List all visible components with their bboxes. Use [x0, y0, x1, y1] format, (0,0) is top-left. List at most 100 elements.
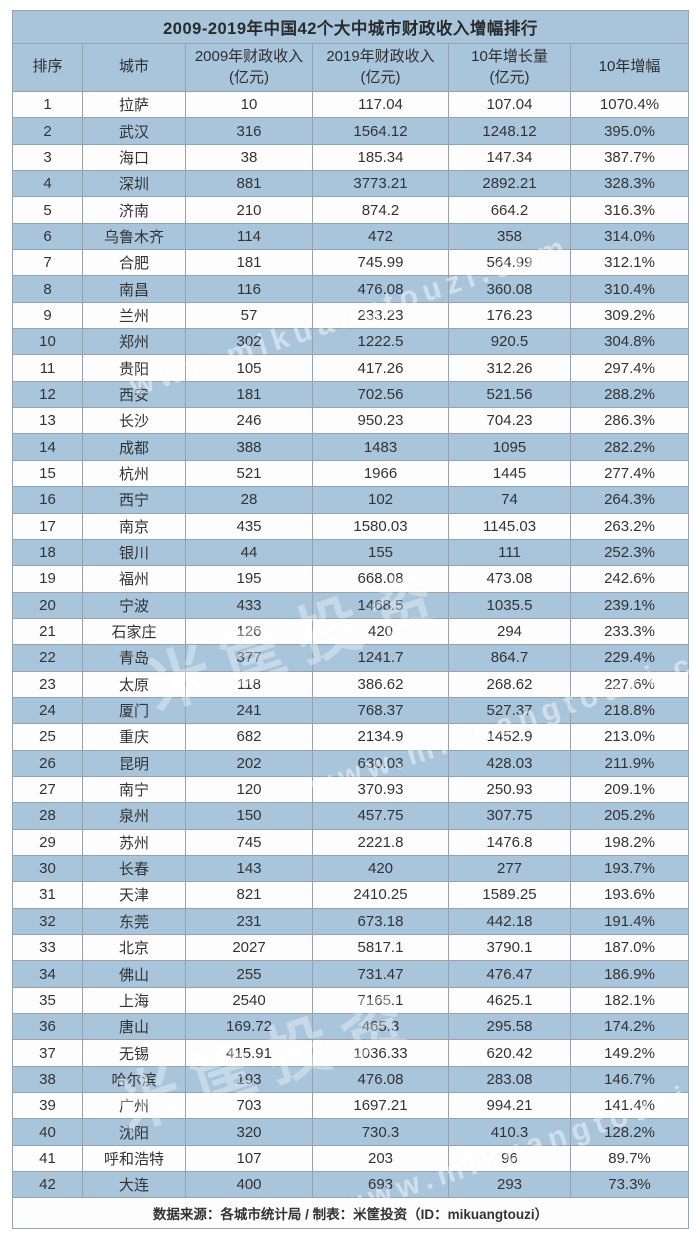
- table-row: 5 济南 210 874.2 664.2 316.3%: [12, 196, 690, 224]
- table-row: 36 唐山 169.72 465.3 295.58 174.2%: [12, 1013, 690, 1041]
- page-title: 2009-2019年中国42个大中城市财政收入增幅排行: [11, 10, 690, 44]
- cell-growth-amount: 1035.5: [448, 591, 571, 619]
- cell-rev-2009: 126: [185, 617, 313, 646]
- cell-growth-rate: 205.2%: [569, 802, 690, 830]
- table-row: 7 合肥 181 745.99 564.99 312.1%: [12, 249, 690, 277]
- table-body: 1 拉萨 10 117.04 107.04 1070.4% 2 武汉 316 1564.12 124…: [12, 90, 690, 1199]
- cell-growth-rate: 297.4%: [569, 354, 690, 382]
- cell-rev-2009: 682: [185, 723, 313, 751]
- cell-growth-rate: 1070.4%: [569, 90, 690, 119]
- cell-rev-2009: 193: [185, 1065, 313, 1094]
- cell-rank: 2: [12, 117, 83, 145]
- cell-city: 合肥: [82, 249, 186, 277]
- table-row: 34 佛山 255 731.47 476.47 186.9%: [12, 960, 690, 988]
- cell-growth-amount: 2892.21: [448, 170, 571, 198]
- cell-rank: 28: [12, 802, 83, 830]
- cell-growth-rate: 277.4%: [569, 459, 690, 488]
- cell-city: 厦门: [82, 696, 186, 725]
- cell-rev-2019: 233.23: [312, 301, 449, 330]
- cell-city: 石家庄: [82, 617, 186, 646]
- table-title-row: 2009-2019年中国42个大中城市财政收入增幅排行: [11, 10, 690, 44]
- cell-growth-amount: 147.34: [448, 143, 571, 172]
- cell-rev-2009: 210: [185, 196, 313, 224]
- cell-rev-2009: 10: [185, 90, 313, 119]
- cell-growth-rate: 387.7%: [569, 143, 690, 172]
- cell-rev-2019: 476.08: [312, 1065, 449, 1094]
- cell-growth-rate: 252.3%: [569, 538, 690, 567]
- table-row: 21 石家庄 126 420 294 233.3%: [12, 617, 690, 646]
- cell-rank: 11: [12, 354, 83, 382]
- cell-growth-amount: 620.42: [448, 1039, 571, 1067]
- cell-growth-rate: 141.4%: [569, 1092, 690, 1120]
- cell-rank: 5: [12, 196, 83, 224]
- cell-rank: 32: [12, 907, 83, 936]
- cell-city: 西宁: [82, 486, 186, 514]
- cell-growth-rate: 314.0%: [569, 222, 690, 251]
- cell-rev-2019: 950.23: [312, 407, 449, 435]
- cell-growth-amount: 410.3: [448, 1118, 571, 1146]
- table-row: 38 哈尔滨 193 476.08 283.08 146.7%: [12, 1065, 690, 1094]
- cell-city: 贵阳: [82, 354, 186, 382]
- cell-growth-rate: 286.3%: [569, 407, 690, 435]
- cell-city: 兰州: [82, 301, 186, 330]
- cell-city: 上海: [82, 986, 186, 1015]
- cell-rev-2019: 1483: [312, 433, 449, 461]
- cell-rank: 16: [12, 486, 83, 514]
- cell-growth-rate: 174.2%: [569, 1013, 690, 1041]
- cell-rev-2009: 745: [185, 828, 313, 856]
- cell-growth-rate: 193.6%: [569, 881, 690, 909]
- table-row: 37 无锡 415.91 1036.33 620.42 149.2%: [12, 1039, 690, 1067]
- cell-rev-2009: 181: [185, 380, 313, 409]
- column-header-rev-2019: 2019年财政收入 (亿元): [312, 43, 449, 92]
- cell-rank: 1: [12, 90, 83, 119]
- cell-rev-2009: 377: [185, 644, 313, 672]
- cell-growth-amount: 3790.1: [448, 933, 571, 962]
- cell-rev-2019: 155: [312, 538, 449, 567]
- cell-growth-rate: 73.3%: [569, 1171, 690, 1199]
- cell-rev-2019: 5817.1: [312, 933, 449, 962]
- cell-growth-amount: 1452.9: [448, 723, 571, 751]
- cell-rank: 18: [12, 538, 83, 567]
- cell-rank: 17: [12, 512, 83, 540]
- cell-rank: 14: [12, 433, 83, 461]
- cell-rev-2019: 693: [312, 1171, 449, 1199]
- cell-rev-2009: 38: [185, 143, 313, 172]
- cell-city: 哈尔滨: [82, 1065, 186, 1094]
- cell-rank: 25: [12, 723, 83, 751]
- cell-rev-2019: 730.3: [312, 1118, 449, 1146]
- cell-rev-2019: 2221.8: [312, 828, 449, 856]
- cell-growth-amount: 250.93: [448, 775, 571, 804]
- cell-growth-rate: 187.0%: [569, 933, 690, 962]
- cell-rev-2009: 57: [185, 301, 313, 330]
- cell-city: 重庆: [82, 723, 186, 751]
- cell-rank: 19: [12, 565, 83, 593]
- table-row: 27 南宁 120 370.93 250.93 209.1%: [12, 775, 690, 804]
- cell-rev-2019: 185.34: [312, 143, 449, 172]
- cell-city: 南宁: [82, 775, 186, 804]
- cell-city: 济南: [82, 196, 186, 224]
- cell-rev-2019: 1036.33: [312, 1039, 449, 1067]
- cell-rev-2019: 630.03: [312, 749, 449, 777]
- cell-growth-amount: 312.26: [448, 354, 571, 382]
- cell-growth-amount: 920.5: [448, 328, 571, 356]
- cell-growth-amount: 521.56: [448, 380, 571, 409]
- cell-rank: 6: [12, 222, 83, 251]
- cell-rank: 42: [12, 1171, 83, 1199]
- cell-city: 南昌: [82, 275, 186, 303]
- cell-rev-2019: 1564.12: [312, 117, 449, 145]
- cell-rev-2009: 433: [185, 591, 313, 619]
- cell-growth-rate: 264.3%: [569, 486, 690, 514]
- cell-city: 无锡: [82, 1039, 186, 1067]
- cell-city: 福州: [82, 565, 186, 593]
- cell-rev-2009: 521: [185, 459, 313, 488]
- cell-growth-amount: 4625.1: [448, 986, 571, 1015]
- cell-rev-2009: 28: [185, 486, 313, 514]
- cell-growth-amount: 293: [448, 1171, 571, 1199]
- cell-city: 广州: [82, 1092, 186, 1120]
- cell-rank: 4: [12, 170, 83, 198]
- table-row: 19 福州 195 668.08 473.08 242.6%: [12, 565, 690, 593]
- cell-growth-amount: 1445: [448, 459, 571, 488]
- table-row: 41 呼和浩特 107 203 96 89.7%: [12, 1144, 690, 1173]
- cell-growth-amount: 428.03: [448, 749, 571, 777]
- cell-growth-amount: 1248.12: [448, 117, 571, 145]
